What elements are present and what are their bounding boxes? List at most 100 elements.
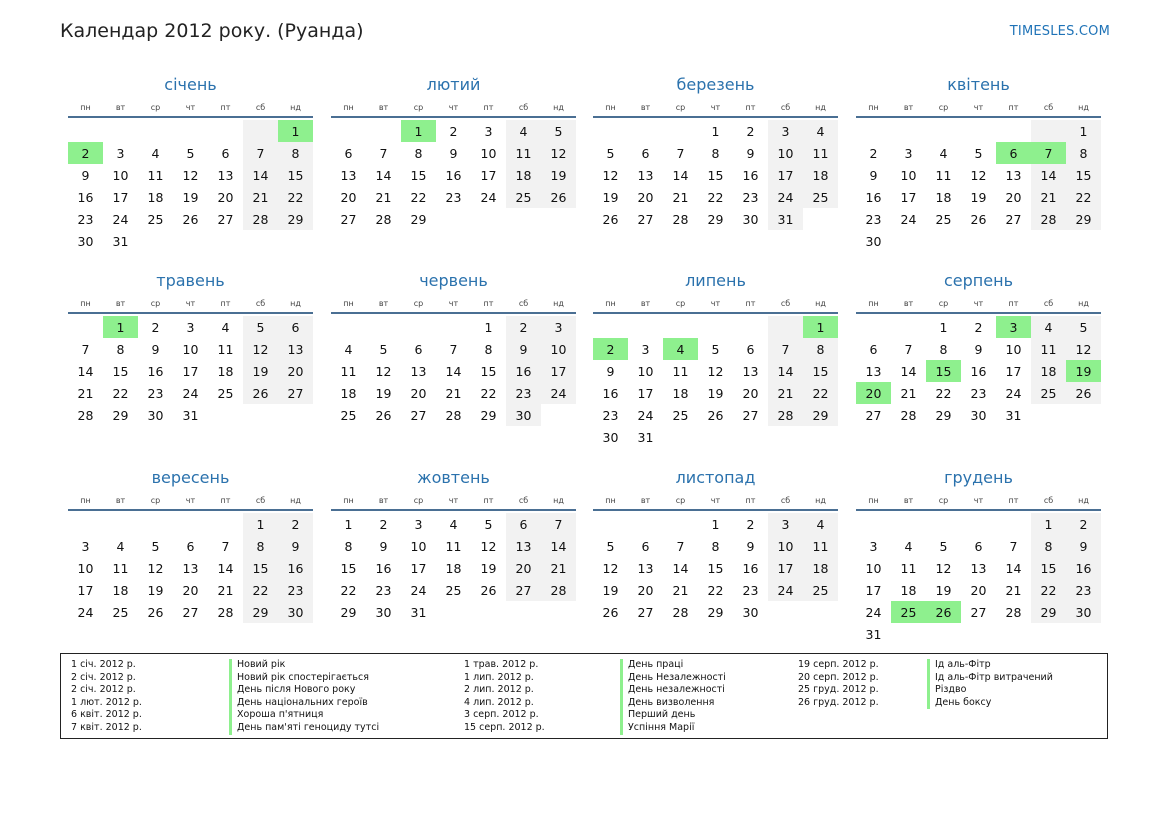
- month-1: січень пн вт ср чт пт сб нд 1 2 3 4 5 6 7 8 9 10 11 12 13 14 1…: [68, 74, 313, 252]
- holiday-day-cell: 6: [996, 142, 1031, 164]
- day-cell: 10: [637, 363, 654, 379]
- weekday-label: пн: [80, 103, 91, 112]
- day-cell: 21: [217, 582, 234, 598]
- day-cell: 8: [414, 145, 423, 161]
- holiday-day-cell: 25: [891, 601, 926, 623]
- day-cell: 22: [935, 385, 952, 401]
- day-cell: 3: [484, 123, 493, 139]
- day-cell: 16: [1066, 557, 1101, 579]
- day-cell: 19: [182, 189, 199, 205]
- day-cell: 14: [445, 363, 462, 379]
- day-cell: 5: [484, 516, 493, 532]
- day-cell: 3: [81, 538, 90, 554]
- day-cell: 5: [541, 120, 576, 142]
- weekday-label: ср: [938, 496, 949, 505]
- day-cell: 19: [541, 164, 576, 186]
- day-cell: 25: [506, 186, 541, 208]
- header-rule: [856, 116, 1101, 118]
- day-cell: 16: [375, 560, 392, 576]
- day-cell: 25: [935, 211, 952, 227]
- day-cell: 29: [1066, 208, 1101, 230]
- day-cell: 9: [379, 538, 388, 554]
- day-cell: 14: [243, 164, 278, 186]
- day-cell: 19: [970, 189, 987, 205]
- day-cell: 29: [707, 211, 724, 227]
- day-cell: 14: [672, 560, 689, 576]
- day-cell: 29: [340, 604, 357, 620]
- day-cell: 22: [410, 189, 427, 205]
- empty-cell: [593, 120, 628, 142]
- legend-date: 2 січ. 2012 р.: [71, 671, 136, 683]
- day-cell: 15: [803, 360, 838, 382]
- day-cell: 9: [278, 535, 313, 557]
- day-cell: 15: [243, 557, 278, 579]
- day-cell: 16: [278, 557, 313, 579]
- day-cell: 10: [541, 338, 576, 360]
- header-rule: [593, 116, 838, 118]
- month-3: березень пн вт ср чт пт сб нд 1 2 3 4 5 6 7 8 9 10 11 12 13 1…: [593, 74, 838, 230]
- day-cell: 2: [974, 319, 983, 335]
- holiday-day-cell: 20: [856, 382, 891, 404]
- day-cell: 15: [278, 164, 313, 186]
- month-name: квітень: [947, 75, 1010, 94]
- day-cell: 27: [217, 211, 234, 227]
- days-grid: 1 2 3 4 5 6 7 8 9 10 11 12 13 14 15 16 17 18 19 20 21 22 23 24 2…: [856, 120, 1101, 252]
- day-cell: 1: [939, 319, 948, 335]
- month-name: серпень: [944, 271, 1013, 290]
- page-title: Календар 2012 року. (Руанда): [60, 20, 364, 42]
- days-grid: 1 2 3 4 5 6 7 8 9 10 11 12 13 14 15 16 17 18 19 20 21 22 23 24 2…: [331, 316, 576, 426]
- day-cell: 9: [81, 167, 90, 183]
- day-cell: 12: [182, 167, 199, 183]
- day-cell: 9: [869, 167, 878, 183]
- empty-cell: [208, 120, 243, 142]
- day-cell: 11: [1031, 338, 1066, 360]
- weekday-label: пт: [745, 299, 756, 308]
- day-cell: 21: [1031, 186, 1066, 208]
- day-cell: 16: [147, 363, 164, 379]
- day-cell: 14: [1031, 164, 1066, 186]
- day-cell: 10: [77, 560, 94, 576]
- day-cell: 5: [243, 316, 278, 338]
- empty-cell: [366, 316, 401, 338]
- month-name: січень: [164, 75, 217, 94]
- day-cell: 15: [480, 363, 497, 379]
- weekday-label: нд: [553, 299, 564, 308]
- day-cell: 15: [410, 167, 427, 183]
- day-cell: 2: [869, 145, 878, 161]
- day-cell: 6: [278, 316, 313, 338]
- weekday-label: пт: [483, 103, 494, 112]
- empty-cell: [891, 120, 926, 142]
- day-cell: 20: [506, 557, 541, 579]
- weekday-label: сб: [255, 496, 266, 505]
- day-cell: 18: [217, 363, 234, 379]
- holiday-day-cell: 2: [68, 142, 103, 164]
- weekday-header: пн вт ср чт пт сб нд: [331, 297, 576, 311]
- weekday-label: чт: [710, 299, 721, 308]
- day-cell: 19: [935, 582, 952, 598]
- header-rule: [593, 312, 838, 314]
- day-cell: 12: [243, 338, 278, 360]
- day-cell: 18: [900, 582, 917, 598]
- weekday-label: чт: [448, 103, 459, 112]
- site-link[interactable]: TIMESLES.COM: [1009, 24, 1110, 39]
- day-cell: 22: [803, 382, 838, 404]
- day-cell: 28: [900, 407, 917, 423]
- holiday-day-cell: 26: [926, 601, 961, 623]
- month-12: грудень пн вт ср чт пт сб нд 1 2 3 4 5 6 7 8 9 10 11 12 13 14…: [856, 467, 1101, 645]
- day-cell: 10: [1005, 341, 1022, 357]
- month-name: жовтень: [417, 468, 490, 487]
- legend-date: 1 січ. 2012 р.: [71, 659, 136, 670]
- day-cell: 29: [480, 407, 497, 423]
- day-cell: 26: [243, 382, 278, 404]
- empty-cell: [733, 316, 768, 338]
- legend-dates-col2: 1 трав. 2012 р. 1 лип. 2012 р. 2 лип. 2012…: [464, 659, 545, 735]
- day-cell: 27: [865, 407, 882, 423]
- day-cell: 24: [480, 189, 497, 205]
- day-cell: 30: [970, 407, 987, 423]
- day-cell: 25: [147, 211, 164, 227]
- day-cell: 23: [506, 382, 541, 404]
- weekday-label: чт: [973, 299, 984, 308]
- day-cell: 10: [900, 167, 917, 183]
- day-cell: 16: [506, 360, 541, 382]
- weekday-label: пт: [483, 299, 494, 308]
